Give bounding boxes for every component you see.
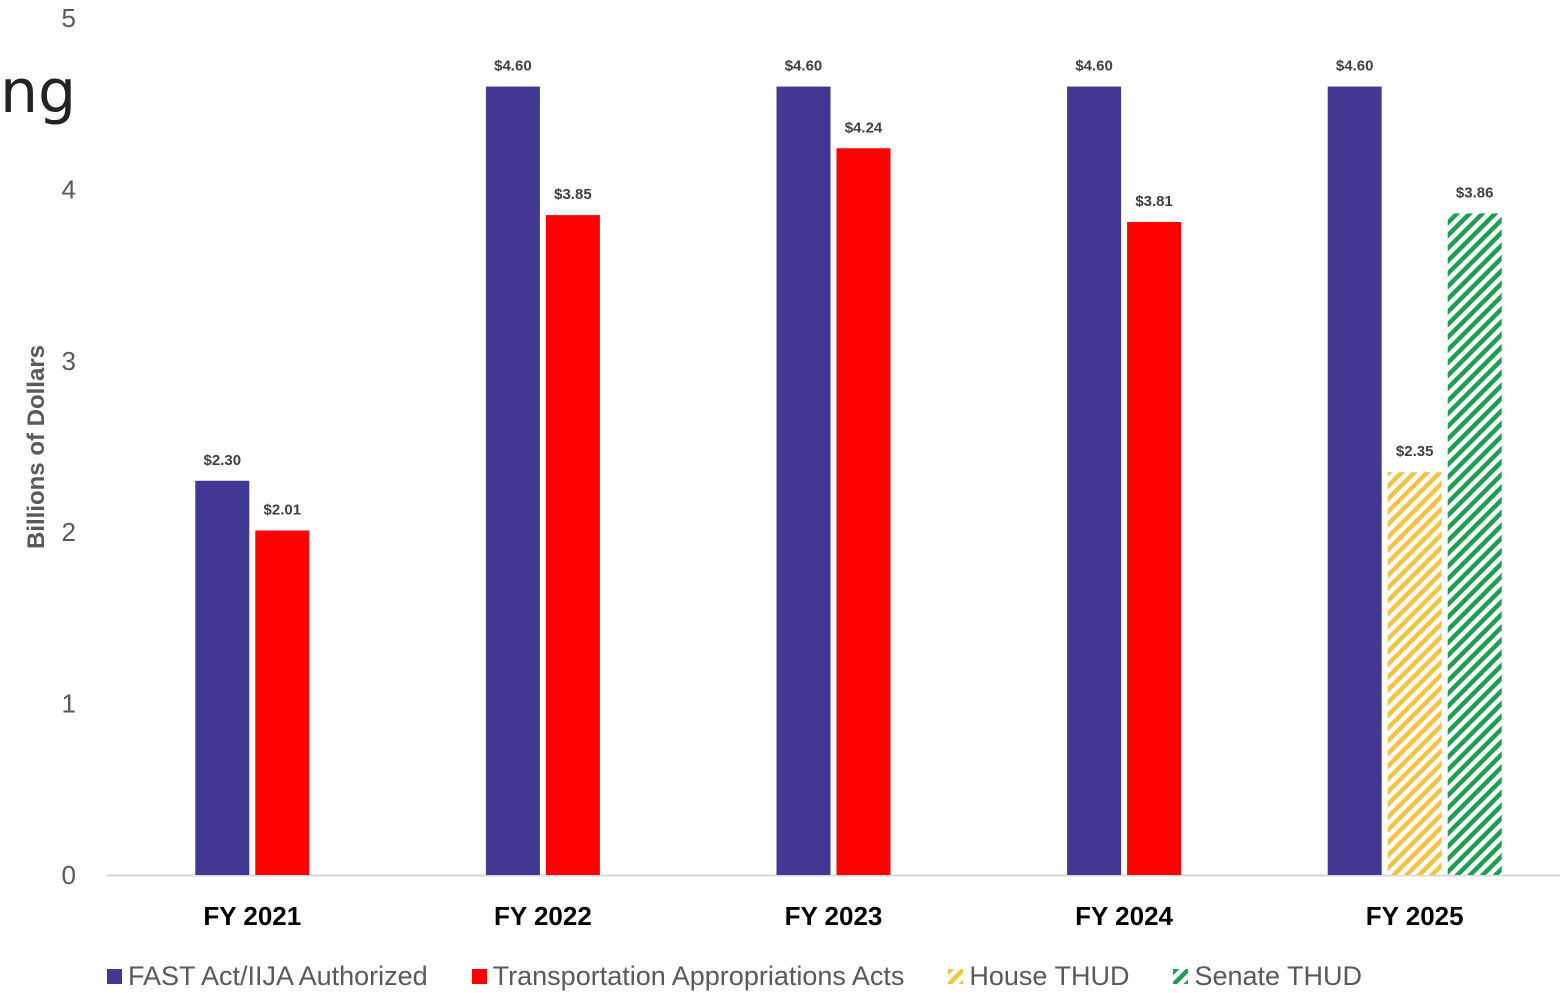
legend-label: Transportation Appropriations Acts [492,961,905,991]
legend-swatch-senate-thud [1173,969,1189,984]
bar-value-label: $4.24 [845,119,883,136]
bar-senate [1447,213,1502,875]
x-tick-label: FY 2024 [1075,901,1173,931]
bar-house [1387,472,1442,875]
x-tick-label: FY 2025 [1366,901,1464,931]
bar-value-label: $4.60 [494,58,532,75]
y-axis: 0 1 2 3 4 5 [62,3,76,890]
x-tick-label: FY 2021 [203,901,301,931]
y-axis-title: Billions of Dollars [23,345,50,549]
bar-value-label: $4.60 [785,58,823,75]
bar-approps [255,530,310,875]
bar-value-label: $4.60 [1075,58,1113,75]
legend-item-senate-thud: Senate THUD [1173,961,1362,992]
legend-label: FAST Act/IIJA Authorized [128,961,428,991]
bar-fast_act [485,86,540,875]
bar-value-label: $2.01 [264,501,302,518]
legend: FAST Act/IIJA Authorized Transportation … [107,961,1362,992]
legend-swatch-fast-act [107,969,122,984]
bar-fast_act [1327,86,1382,875]
bar-value-label: $2.30 [204,452,242,469]
bar-approps [836,148,891,876]
y-tick-label: 5 [62,3,76,33]
bars [195,86,1502,876]
bar-value-label: $3.81 [1135,193,1173,210]
y-tick-label: 3 [62,346,76,376]
bar-value-label: $2.35 [1396,443,1434,460]
x-tick-label: FY 2022 [494,901,592,931]
bar-fast_act [195,480,250,875]
legend-swatch-house-thud [948,969,964,984]
y-tick-label: 1 [62,689,76,719]
legend-label: Senate THUD [1194,961,1363,991]
y-tick-label: 4 [62,174,76,204]
legend-swatch-approps [471,969,487,984]
legend-item-approps: Transportation Appropriations Acts [471,961,905,992]
y-tick-label: 0 [62,860,76,890]
bar-value-label: $4.60 [1336,58,1374,75]
bar-value-label: $3.86 [1456,184,1494,201]
bar-approps [1127,221,1182,875]
legend-item-fast-act: FAST Act/IIJA Authorized [107,961,428,992]
x-axis: FY 2021 FY 2022 FY 2023 FY 2024 FY 2025 [107,874,1560,931]
x-tick-label: FY 2023 [785,901,883,931]
legend-label: House THUD [969,961,1130,991]
data-labels: $2.30 $2.01 $4.60 $3.85 $4.60 $4.24 $4.60 $3.81… [204,58,1494,519]
bar-approps [545,215,600,876]
page-title-fragment: ng [0,57,77,127]
y-tick-label: 2 [62,517,76,547]
bar-value-label: $3.85 [554,186,592,203]
bar-fast_act [776,86,831,875]
bar-fast_act [1067,86,1122,875]
legend-item-house-thud: House THUD [948,961,1129,992]
